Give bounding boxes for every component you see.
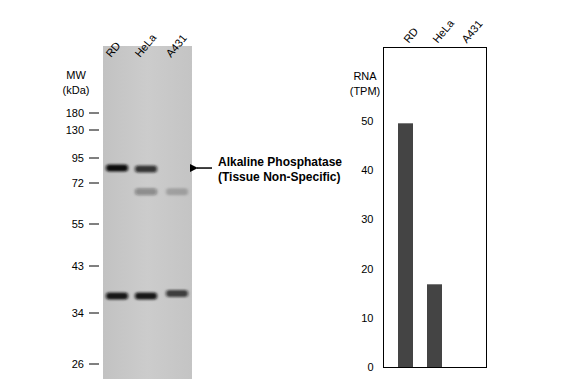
svg-text:(kDa): (kDa) (63, 84, 90, 96)
svg-text:RD: RD (401, 25, 420, 45)
svg-text:0: 0 (367, 361, 373, 373)
svg-text:A431: A431 (163, 32, 189, 59)
svg-text:RD: RD (103, 39, 122, 59)
svg-text:30: 30 (361, 213, 373, 225)
svg-text:(TPM): (TPM) (350, 85, 381, 97)
svg-text:40: 40 (361, 164, 373, 176)
svg-text:10: 10 (361, 312, 373, 324)
svg-text:20: 20 (361, 263, 373, 275)
svg-text:130: 130 (66, 124, 84, 136)
svg-text:HeLa: HeLa (430, 17, 457, 46)
svg-text:(Tissue Non-Specific): (Tissue Non-Specific) (218, 170, 340, 184)
svg-text:95: 95 (72, 152, 84, 164)
svg-text:43: 43 (72, 260, 84, 272)
svg-text:180: 180 (66, 107, 84, 119)
svg-text:55: 55 (72, 218, 84, 230)
svg-text:HeLa: HeLa (132, 31, 159, 60)
svg-text:50: 50 (361, 115, 373, 127)
svg-text:Alkaline Phosphatase: Alkaline Phosphatase (218, 155, 342, 169)
svg-text:RNA: RNA (353, 70, 377, 82)
svg-text:72: 72 (72, 177, 84, 189)
svg-text:A431: A431 (459, 18, 485, 45)
svg-text:MW: MW (66, 69, 86, 81)
svg-text:34: 34 (72, 307, 84, 319)
svg-text:26: 26 (72, 358, 84, 370)
